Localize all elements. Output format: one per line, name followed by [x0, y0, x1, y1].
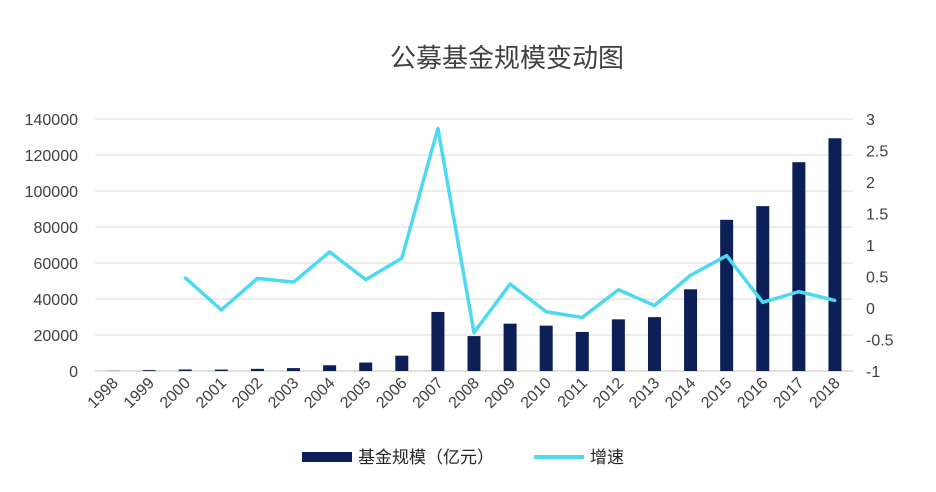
y-right-tick-label: -1 — [866, 364, 880, 381]
bar — [359, 362, 373, 371]
line-point — [255, 276, 259, 280]
y-left-tick-label: 40000 — [34, 292, 79, 309]
bar — [431, 311, 445, 371]
line-series — [183, 126, 837, 335]
legend: 基金规模（亿元） 增速 — [302, 448, 624, 468]
line-point — [689, 273, 693, 277]
y-left-tick-label: 0 — [69, 364, 78, 381]
y-left-tick-label: 20000 — [34, 328, 79, 345]
line-point — [472, 331, 476, 335]
y-right-tick-label: 0.5 — [866, 270, 888, 287]
y-right-axis: -1 -0.5 0 0.5 1 1.5 2 2.5 3 — [866, 112, 894, 381]
line-point — [436, 126, 440, 130]
bar — [611, 319, 625, 371]
bar — [250, 368, 264, 371]
bar — [756, 206, 770, 371]
y-right-tick-label: 0 — [866, 301, 875, 318]
x-tick-label: 2017 — [770, 375, 807, 412]
x-tick-label: 2012 — [590, 375, 627, 412]
bar — [539, 325, 553, 371]
bar — [684, 289, 698, 371]
growth-line — [184, 126, 836, 335]
x-axis: 1998199920002001200220032004200520062007… — [85, 375, 844, 412]
bar-series — [106, 138, 842, 371]
legend-bar-label: 基金规模（亿元） — [358, 448, 494, 468]
x-tick-label: 2010 — [518, 375, 555, 412]
line-point — [652, 303, 656, 307]
x-tick-label: 2003 — [265, 375, 302, 412]
bar — [178, 369, 192, 371]
y-left-tick-label: 100000 — [25, 184, 78, 201]
line-point — [725, 254, 729, 258]
line-point — [797, 290, 801, 294]
y-left-tick-label: 140000 — [25, 112, 78, 129]
bar — [287, 368, 301, 371]
line-point — [508, 282, 512, 286]
x-tick-label: 1999 — [121, 375, 158, 412]
bar — [142, 370, 156, 371]
y-right-tick-label: 2.5 — [866, 144, 888, 161]
y-right-tick-label: 1 — [866, 238, 875, 255]
line-point — [616, 288, 620, 292]
line-point — [544, 310, 548, 314]
line-point — [400, 256, 404, 260]
x-tick-label: 2014 — [662, 375, 699, 412]
chart-title: 公募基金规模变动图 — [389, 44, 624, 74]
line-point — [328, 250, 332, 254]
y-right-tick-label: 2 — [866, 175, 875, 192]
x-tick-label: 2004 — [301, 375, 338, 412]
x-tick-label: 2001 — [193, 375, 230, 412]
bar — [214, 369, 228, 371]
bar — [323, 365, 337, 371]
x-tick-label: 2006 — [373, 375, 410, 412]
x-tick-label: 2007 — [410, 375, 447, 412]
x-tick-label: 2002 — [229, 375, 266, 412]
x-tick-label: 2008 — [446, 375, 483, 412]
legend-line-label: 增速 — [590, 448, 624, 468]
y-left-tick-label: 120000 — [25, 148, 78, 165]
y-left-axis: 0 20000 40000 60000 80000 100000 120000 140000 — [25, 112, 78, 381]
x-tick-label: 2009 — [482, 375, 519, 412]
legend-bar-swatch — [302, 452, 352, 462]
y-right-tick-label: 3 — [866, 112, 875, 129]
bar — [395, 355, 409, 371]
x-tick-label: 2016 — [734, 375, 771, 412]
x-tick-label: 1998 — [85, 375, 122, 412]
bar — [720, 219, 734, 371]
x-tick-label: 2018 — [807, 375, 844, 412]
line-point — [364, 278, 368, 282]
x-tick-label: 2005 — [337, 375, 374, 412]
line-point — [219, 308, 223, 312]
bar — [467, 336, 481, 371]
y-left-tick-label: 60000 — [34, 256, 79, 273]
bar — [575, 331, 589, 371]
line-point — [292, 280, 296, 284]
bar — [503, 323, 517, 371]
y-left-tick-label: 80000 — [34, 220, 79, 237]
x-tick-label: 2011 — [555, 375, 591, 411]
line-point — [183, 276, 187, 280]
line-point — [833, 298, 837, 302]
y-right-tick-label: 1.5 — [866, 207, 888, 224]
line-point — [580, 315, 584, 319]
bar — [792, 162, 806, 371]
y-right-tick-label: -0.5 — [866, 333, 894, 350]
line-point — [761, 300, 765, 304]
x-tick-label: 2013 — [626, 375, 663, 412]
bar — [647, 317, 661, 371]
bar — [828, 138, 842, 371]
x-tick-label: 2000 — [157, 375, 194, 412]
x-tick-label: 2015 — [698, 375, 735, 412]
